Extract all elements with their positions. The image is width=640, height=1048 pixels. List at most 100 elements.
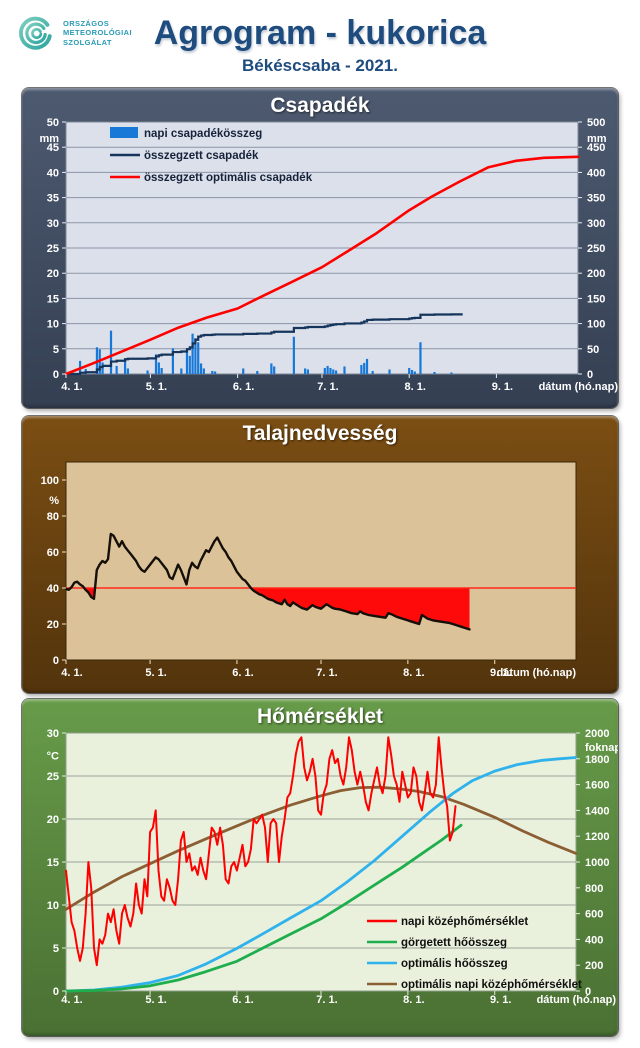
svg-text:0: 0 <box>585 986 591 998</box>
svg-text:30: 30 <box>47 218 59 230</box>
svg-text:görgetett hőösszeg: görgetett hőösszeg <box>401 937 507 949</box>
panel-csapadek: Csapadék 0 5 10 15 20 25 30 35 40 45 50 mm 0 50 100 150… <box>22 88 618 408</box>
chart-title-talajnedvesseg: Talajnedvesség <box>242 422 398 445</box>
csapadek-left-axis: 0 5 10 15 20 25 30 35 40 45 50 mm <box>39 117 66 381</box>
panel-homerseklet: Hőmérséklet 0 5 10 15 20 25 30 °C 0 200 400 600 800 1… <box>22 699 618 1036</box>
svg-text:dátum (hó.nap): dátum (hó.nap) <box>497 667 577 679</box>
svg-text:500: 500 <box>587 117 605 129</box>
homerseklet-series-optimalis-napi-kozephomerseklet <box>64 785 578 911</box>
svg-text:7. 1.: 7. 1. <box>316 994 337 1006</box>
svg-text:6. 1.: 6. 1. <box>232 994 253 1006</box>
logo-line-2: METEOROLÓGIAI <box>63 28 132 38</box>
csapadek-legend: napi csapadékösszeg összegzett csapadék ös… <box>110 127 313 184</box>
svg-text:20: 20 <box>47 814 59 826</box>
csapadek-series-osszegzett-optimalis-csapadek <box>64 155 580 376</box>
chart-title-csapadek: Csapadék <box>270 94 370 117</box>
svg-text:4. 1.: 4. 1. <box>61 381 82 393</box>
svg-text:250: 250 <box>587 243 605 255</box>
svg-text:7. 1.: 7. 1. <box>316 667 337 679</box>
svg-text:7. 1.: 7. 1. <box>317 381 338 393</box>
svg-text:mm: mm <box>39 133 59 145</box>
omsz-swirl-icon <box>19 16 52 50</box>
svg-text:optimális napi középhőmérsékle: optimális napi középhőmérséklet <box>401 979 582 991</box>
svg-text:8. 1.: 8. 1. <box>405 381 426 393</box>
homerseklet-series-napi-kozephomerseklet <box>65 736 457 967</box>
svg-text:5. 1.: 5. 1. <box>145 667 166 679</box>
svg-text:200: 200 <box>585 960 603 972</box>
svg-text:5. 1.: 5. 1. <box>146 381 167 393</box>
svg-text:15: 15 <box>47 857 59 869</box>
page-title: Agrogram - kukorica <box>153 14 487 52</box>
svg-text:°C: °C <box>47 750 59 762</box>
svg-text:5. 1.: 5. 1. <box>145 994 166 1006</box>
page-header: ORSZÁGOS METEOROLÓGIAI SZOLGÁLAT Agrogra… <box>0 0 640 88</box>
homerseklet-series-optimalis-hoosszeg <box>64 756 578 993</box>
svg-text:0: 0 <box>53 986 59 998</box>
svg-text:1200: 1200 <box>585 831 609 843</box>
svg-text:1000: 1000 <box>585 857 609 869</box>
svg-text:50: 50 <box>47 117 59 129</box>
svg-text:8. 1.: 8. 1. <box>403 994 424 1006</box>
panel-talajnedvesseg: Talajnedvesség 0 20 40 60 80 100% 4. 1. 5. 1. 6.… <box>22 416 618 693</box>
svg-text:1400: 1400 <box>585 805 609 817</box>
svg-text:100: 100 <box>41 475 59 487</box>
svg-text:1800: 1800 <box>585 754 609 766</box>
svg-text:10: 10 <box>47 319 59 331</box>
svg-text:50: 50 <box>587 344 599 356</box>
svg-text:napi középhőmérséklet: napi középhőmérséklet <box>401 916 528 928</box>
homerseklet-series-gorgetett-hoosszeg <box>64 823 463 993</box>
svg-text:350: 350 <box>587 193 605 205</box>
svg-text:400: 400 <box>587 167 605 179</box>
svg-text:10: 10 <box>47 900 59 912</box>
homerseklet-x-axis: 4. 1. 5. 1. 6. 1. 7. 1. 8. 1. 9. 1. dátum (hó.… <box>61 991 616 1006</box>
svg-text:100: 100 <box>587 319 605 331</box>
logo-line-3: SZOLGÁLAT <box>63 37 112 47</box>
svg-text:300: 300 <box>587 218 605 230</box>
csapadek-gridlines <box>66 146 578 350</box>
svg-text:45: 45 <box>47 142 59 154</box>
svg-text:800: 800 <box>585 883 603 895</box>
svg-text:40: 40 <box>47 167 59 179</box>
svg-text:30: 30 <box>47 728 59 740</box>
svg-text:80: 80 <box>47 511 59 523</box>
homerseklet-legend: napi középhőmérséklet görgetett hőösszeg o… <box>367 916 582 991</box>
svg-text:600: 600 <box>585 909 603 921</box>
svg-text:összegzett optimális csapadék: összegzett optimális csapadék <box>144 172 313 184</box>
svg-text:4. 1.: 4. 1. <box>61 994 82 1006</box>
svg-text:0: 0 <box>53 655 59 667</box>
csapadek-series-osszegzett-csapadek <box>66 313 463 376</box>
svg-text:9. 1.: 9. 1. <box>490 667 511 679</box>
svg-text:35: 35 <box>47 193 59 205</box>
page-subtitle: Békéscsaba - 2021. <box>242 56 398 75</box>
svg-text:6. 1.: 6. 1. <box>233 381 254 393</box>
svg-text:1600: 1600 <box>585 780 609 792</box>
svg-text:foknap: foknap <box>585 742 618 754</box>
svg-text:5: 5 <box>53 344 59 356</box>
svg-text:450: 450 <box>587 142 605 154</box>
svg-text:dátum (hó.nap): dátum (hó.nap) <box>537 994 617 1006</box>
svg-text:összegzett csapadék: összegzett csapadék <box>144 150 259 162</box>
csapadek-chart-canvas: 0 5 10 15 20 25 30 35 40 45 50 mm 0 50 100 150 200 250 300… <box>39 117 618 393</box>
talajnedvesseg-plot-area <box>65 461 577 661</box>
svg-text:2000: 2000 <box>585 728 609 740</box>
svg-text:20: 20 <box>47 268 59 280</box>
talajnedvesseg-series-talajnedvesseg-merr <box>64 532 471 631</box>
homerseklet-right-axis: 0 200 400 600 800 1000 1200 1400 1600 1800 2000 fok… <box>576 728 618 998</box>
homerseklet-chart-canvas: 0 5 10 15 20 25 30 °C 0 200 400 600 800 1000 1200 1400 1… <box>47 728 618 1006</box>
svg-text:optimális hőösszeg: optimális hőösszeg <box>401 958 508 970</box>
chart-title-homerseklet: Hőmérséklet <box>256 705 384 728</box>
svg-text:40: 40 <box>47 583 59 595</box>
omsz-logo-text: ORSZÁGOS METEOROLÓGIAI SZOLGÁLAT <box>63 19 132 47</box>
svg-text:4. 1.: 4. 1. <box>61 667 82 679</box>
talajnedvesseg-series-hiany-terulet <box>66 588 470 630</box>
svg-text:150: 150 <box>587 293 605 305</box>
svg-text:9. 1.: 9. 1. <box>490 994 511 1006</box>
logo-line-1: ORSZÁGOS <box>63 18 110 28</box>
svg-text:%: % <box>49 495 59 507</box>
csapadek-right-axis: 0 50 100 150 200 250 300 350 400 450 500 mm <box>578 117 607 381</box>
talajnedvesseg-left-axis: 0 20 40 60 80 100% <box>41 475 66 667</box>
svg-text:9. 1.: 9. 1. <box>492 381 513 393</box>
svg-text:6. 1.: 6. 1. <box>232 667 253 679</box>
svg-text:20: 20 <box>47 619 59 631</box>
